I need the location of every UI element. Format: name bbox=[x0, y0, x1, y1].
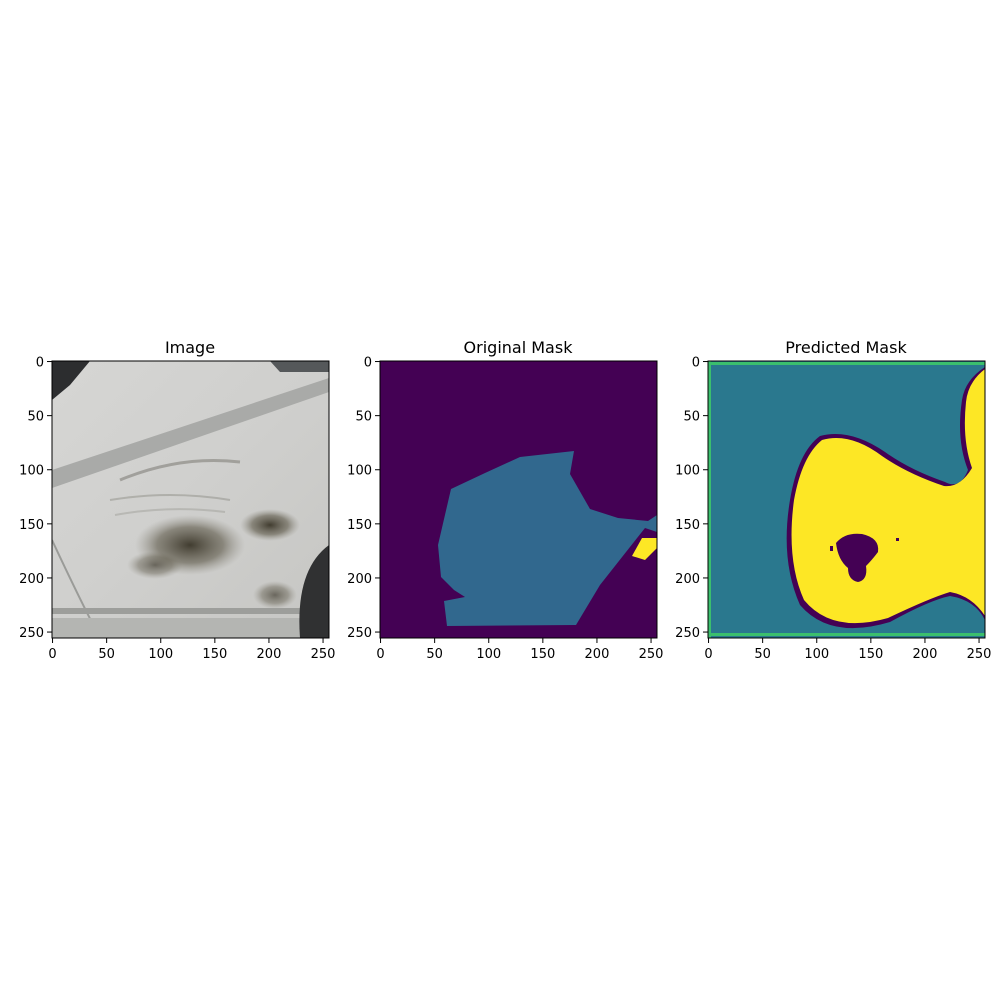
x-tick-label: 50 bbox=[426, 647, 443, 662]
x-tick-label: 200 bbox=[913, 647, 938, 662]
y-tick-label: 250 bbox=[19, 626, 44, 641]
x-tick-label: 100 bbox=[148, 647, 173, 662]
predicted-mask-panel: Predicted Mask bbox=[707, 338, 986, 639]
x-tick-label: 0 bbox=[704, 647, 712, 662]
x-tick-label: 100 bbox=[804, 647, 829, 662]
predicted-region-class-2 bbox=[791, 369, 985, 624]
y-tick-label: 0 bbox=[36, 356, 44, 371]
y-tick-label: 200 bbox=[19, 572, 44, 587]
mask-region-class-1 bbox=[438, 451, 657, 626]
y-tick-label: 200 bbox=[675, 572, 700, 587]
y-tick-label: 100 bbox=[347, 464, 372, 479]
y-tick-label: 0 bbox=[692, 356, 700, 371]
x-tick-label: 100 bbox=[476, 647, 501, 662]
x-tick-label: 50 bbox=[98, 647, 115, 662]
y-tick-label: 50 bbox=[27, 410, 44, 425]
x-tick-label: 250 bbox=[311, 647, 336, 662]
y-tick-label: 100 bbox=[19, 464, 44, 479]
x-tick-label: 200 bbox=[257, 647, 282, 662]
axes: 0 50 100 150 200 250 0 50 100 150 200 250 0 50 100 150 2… bbox=[19, 356, 991, 662]
y-tick-label: 50 bbox=[355, 410, 372, 425]
mask-region-class-2 bbox=[632, 538, 657, 560]
y-tick-label: 150 bbox=[347, 518, 372, 533]
x-tick-label: 250 bbox=[967, 647, 992, 662]
x-tick-label: 0 bbox=[376, 647, 384, 662]
x-tick-label: 250 bbox=[639, 647, 664, 662]
original-mask bbox=[380, 361, 657, 638]
image-panel: Image bbox=[51, 338, 330, 639]
y-tick-label: 250 bbox=[675, 626, 700, 641]
x-tick-label: 200 bbox=[585, 647, 610, 662]
x-tick-label: 150 bbox=[202, 647, 227, 662]
x-tick-label: 150 bbox=[858, 647, 883, 662]
y-tick-label: 100 bbox=[675, 464, 700, 479]
predicted-region-class-0 bbox=[836, 533, 879, 582]
panel-title-image: Image bbox=[165, 338, 215, 357]
y-tick-label: 50 bbox=[683, 410, 700, 425]
x-tick-label: 0 bbox=[48, 647, 56, 662]
y-tick-label: 200 bbox=[347, 572, 372, 587]
predicted-mask bbox=[708, 361, 985, 638]
y-tick-label: 150 bbox=[19, 518, 44, 533]
y-tick-label: 150 bbox=[675, 518, 700, 533]
x-tick-label: 150 bbox=[530, 647, 555, 662]
panel-title-original-mask: Original Mask bbox=[464, 338, 574, 357]
x-tick-label: 50 bbox=[754, 647, 771, 662]
original-mask-panel: Original Mask bbox=[379, 338, 658, 639]
y-tick-label: 250 bbox=[347, 626, 372, 641]
y-tick-label: 0 bbox=[364, 356, 372, 371]
car-photo bbox=[52, 361, 329, 638]
panel-title-predicted-mask: Predicted Mask bbox=[785, 338, 907, 357]
